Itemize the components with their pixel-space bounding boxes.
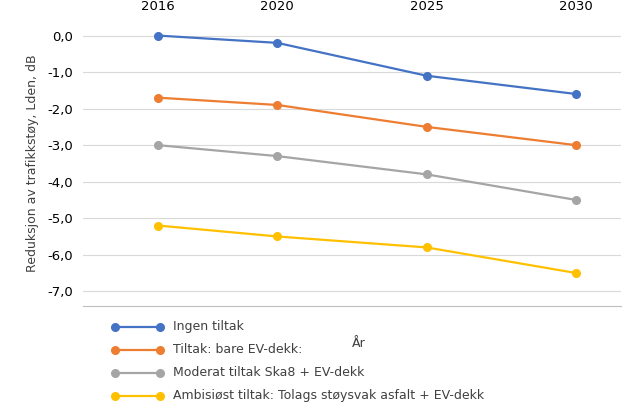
Ingen tiltak <box>572 91 580 96</box>
Moderat tiltak Ska8 + EV-dekk <box>273 154 281 159</box>
Text: Moderat tiltak Ska8 + EV-dekk: Moderat tiltak Ska8 + EV-dekk <box>173 366 364 380</box>
Line: Tiltak: bare EV-dekk:: Tiltak: bare EV-dekk: <box>154 94 580 149</box>
Text: Ingen tiltak: Ingen tiltak <box>173 320 244 334</box>
Y-axis label: Reduksjon av trafikkstøy, Lden, dB: Reduksjon av trafikkstøy, Lden, dB <box>26 54 38 272</box>
Tiltak: bare EV-dekk:: (2.02e+03, -1.9): bare EV-dekk:: (2.02e+03, -1.9) <box>273 103 281 108</box>
Text: Ambisiøst tiltak: Tolags støysvak asfalt + EV-dekk: Ambisiøst tiltak: Tolags støysvak asfalt… <box>173 389 484 403</box>
Tiltak: bare EV-dekk:: (2.03e+03, -3): bare EV-dekk:: (2.03e+03, -3) <box>572 142 580 147</box>
Line: Ambisiøst tiltak: Tolags støysvak asfalt + EV-dekk: Ambisiøst tiltak: Tolags støysvak asfalt… <box>154 222 580 277</box>
Moderat tiltak Ska8 + EV-dekk <box>423 172 431 177</box>
Ambisiøst tiltak: Tolags støysvak asfalt + EV-dekk: (2.02e+03, -5.2): Tolags støysvak asfalt + EV-dekk: (2.02e… <box>154 223 162 228</box>
Text: År: År <box>351 337 365 350</box>
Ingen tiltak <box>154 33 162 38</box>
Text: Tiltak: bare EV-dekk:: Tiltak: bare EV-dekk: <box>173 343 302 357</box>
Ambisiøst tiltak: Tolags støysvak asfalt + EV-dekk: (2.03e+03, -6.5): Tolags støysvak asfalt + EV-dekk: (2.03e… <box>572 271 580 276</box>
Ambisiøst tiltak: Tolags støysvak asfalt + EV-dekk: (2.02e+03, -5.5): Tolags støysvak asfalt + EV-dekk: (2.02e… <box>273 234 281 239</box>
Moderat tiltak Ska8 + EV-dekk <box>572 197 580 202</box>
Line: Ingen tiltak: Ingen tiltak <box>154 32 580 98</box>
Tiltak: bare EV-dekk:: (2.02e+03, -2.5): bare EV-dekk:: (2.02e+03, -2.5) <box>423 124 431 129</box>
Ingen tiltak <box>273 40 281 45</box>
Ingen tiltak <box>423 73 431 78</box>
Ambisiøst tiltak: Tolags støysvak asfalt + EV-dekk: (2.02e+03, -5.8): Tolags støysvak asfalt + EV-dekk: (2.02e… <box>423 245 431 250</box>
Line: Moderat tiltak Ska8 + EV-dekk: Moderat tiltak Ska8 + EV-dekk <box>154 141 580 204</box>
Moderat tiltak Ska8 + EV-dekk <box>154 142 162 147</box>
Tiltak: bare EV-dekk:: (2.02e+03, -1.7): bare EV-dekk:: (2.02e+03, -1.7) <box>154 95 162 100</box>
